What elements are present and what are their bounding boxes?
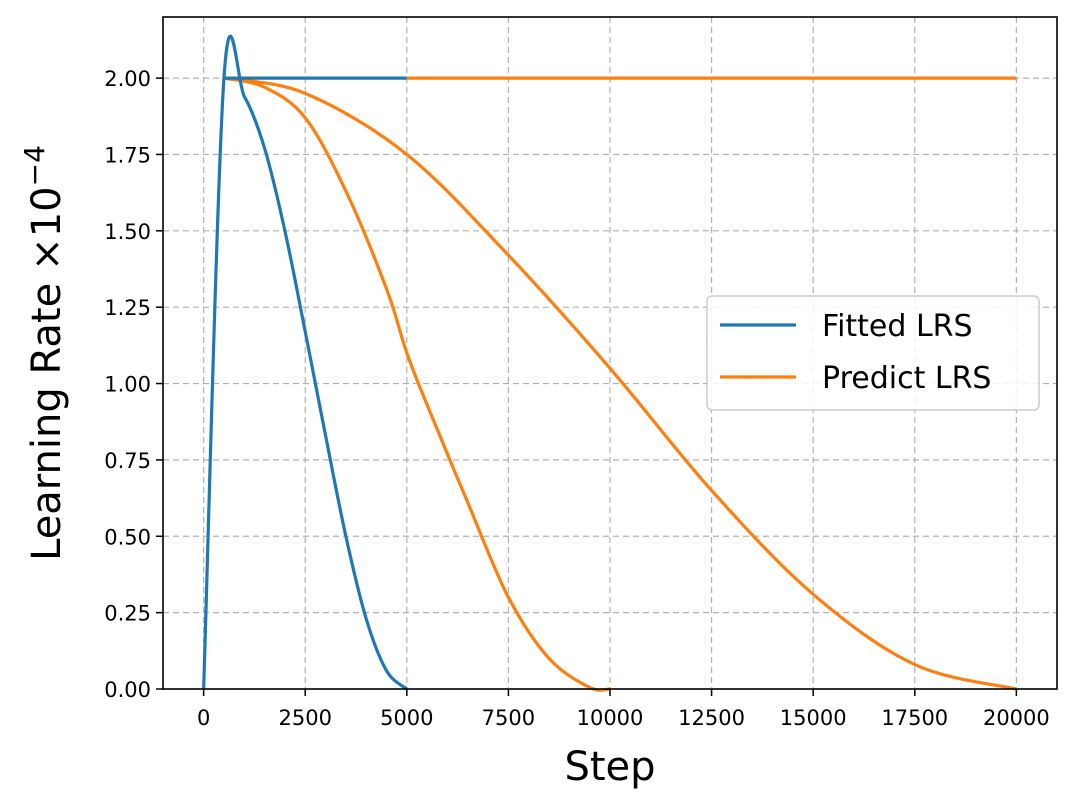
x-axis-title: Step [564,744,655,790]
y-tick-label: 1.00 [104,373,151,397]
y-axis: 0.00 0.25 0.50 0.75 1.00 1.25 1.50 1.75 2.00 [104,67,163,702]
series-group [202,34,1017,692]
y-tick-label: 1.75 [104,143,151,167]
x-tick-label: 7500 [482,706,535,730]
x-tick-label: 0 [197,706,210,730]
y-tick-label: 1.25 [104,296,151,320]
y-tick-label: 0.25 [104,602,151,626]
series-line-fitted-lrs-0 [202,34,408,691]
legend-label-fitted-lrs: Fitted LRS [822,309,973,344]
y-axis-title-exponent: −4 [18,145,51,186]
y-tick-label: 1.50 [104,220,151,244]
legend: Fitted LRS Predict LRS [706,295,1040,411]
y-axis-title: Learning Rate ×10−4 [18,145,70,561]
legend-label-predict-lrs: Predict LRS [822,361,991,396]
series-line-predict-lrs-0 [223,76,611,692]
x-tick-label: 17500 [881,706,948,730]
y-tick-label: 0.50 [104,525,151,549]
x-tick-label: 20000 [983,706,1050,730]
x-tick-label: 12500 [678,706,745,730]
y-axis-title-multiplier: ×10 [24,186,70,270]
series-line-predict-lrs-1 [223,76,1017,691]
y-axis-title-label: Learning Rate [24,283,70,561]
x-tick-label: 10000 [577,706,644,730]
x-axis: 0 2500 5000 7500 10000 12500 15000 17500 20000 [197,689,1050,730]
y-tick-label: 0.00 [104,678,151,702]
x-tick-label: 15000 [780,706,847,730]
x-tick-label: 5000 [380,706,433,730]
y-tick-label: 2.00 [104,67,151,91]
x-tick-label: 2500 [279,706,332,730]
y-tick-label: 0.75 [104,449,151,473]
